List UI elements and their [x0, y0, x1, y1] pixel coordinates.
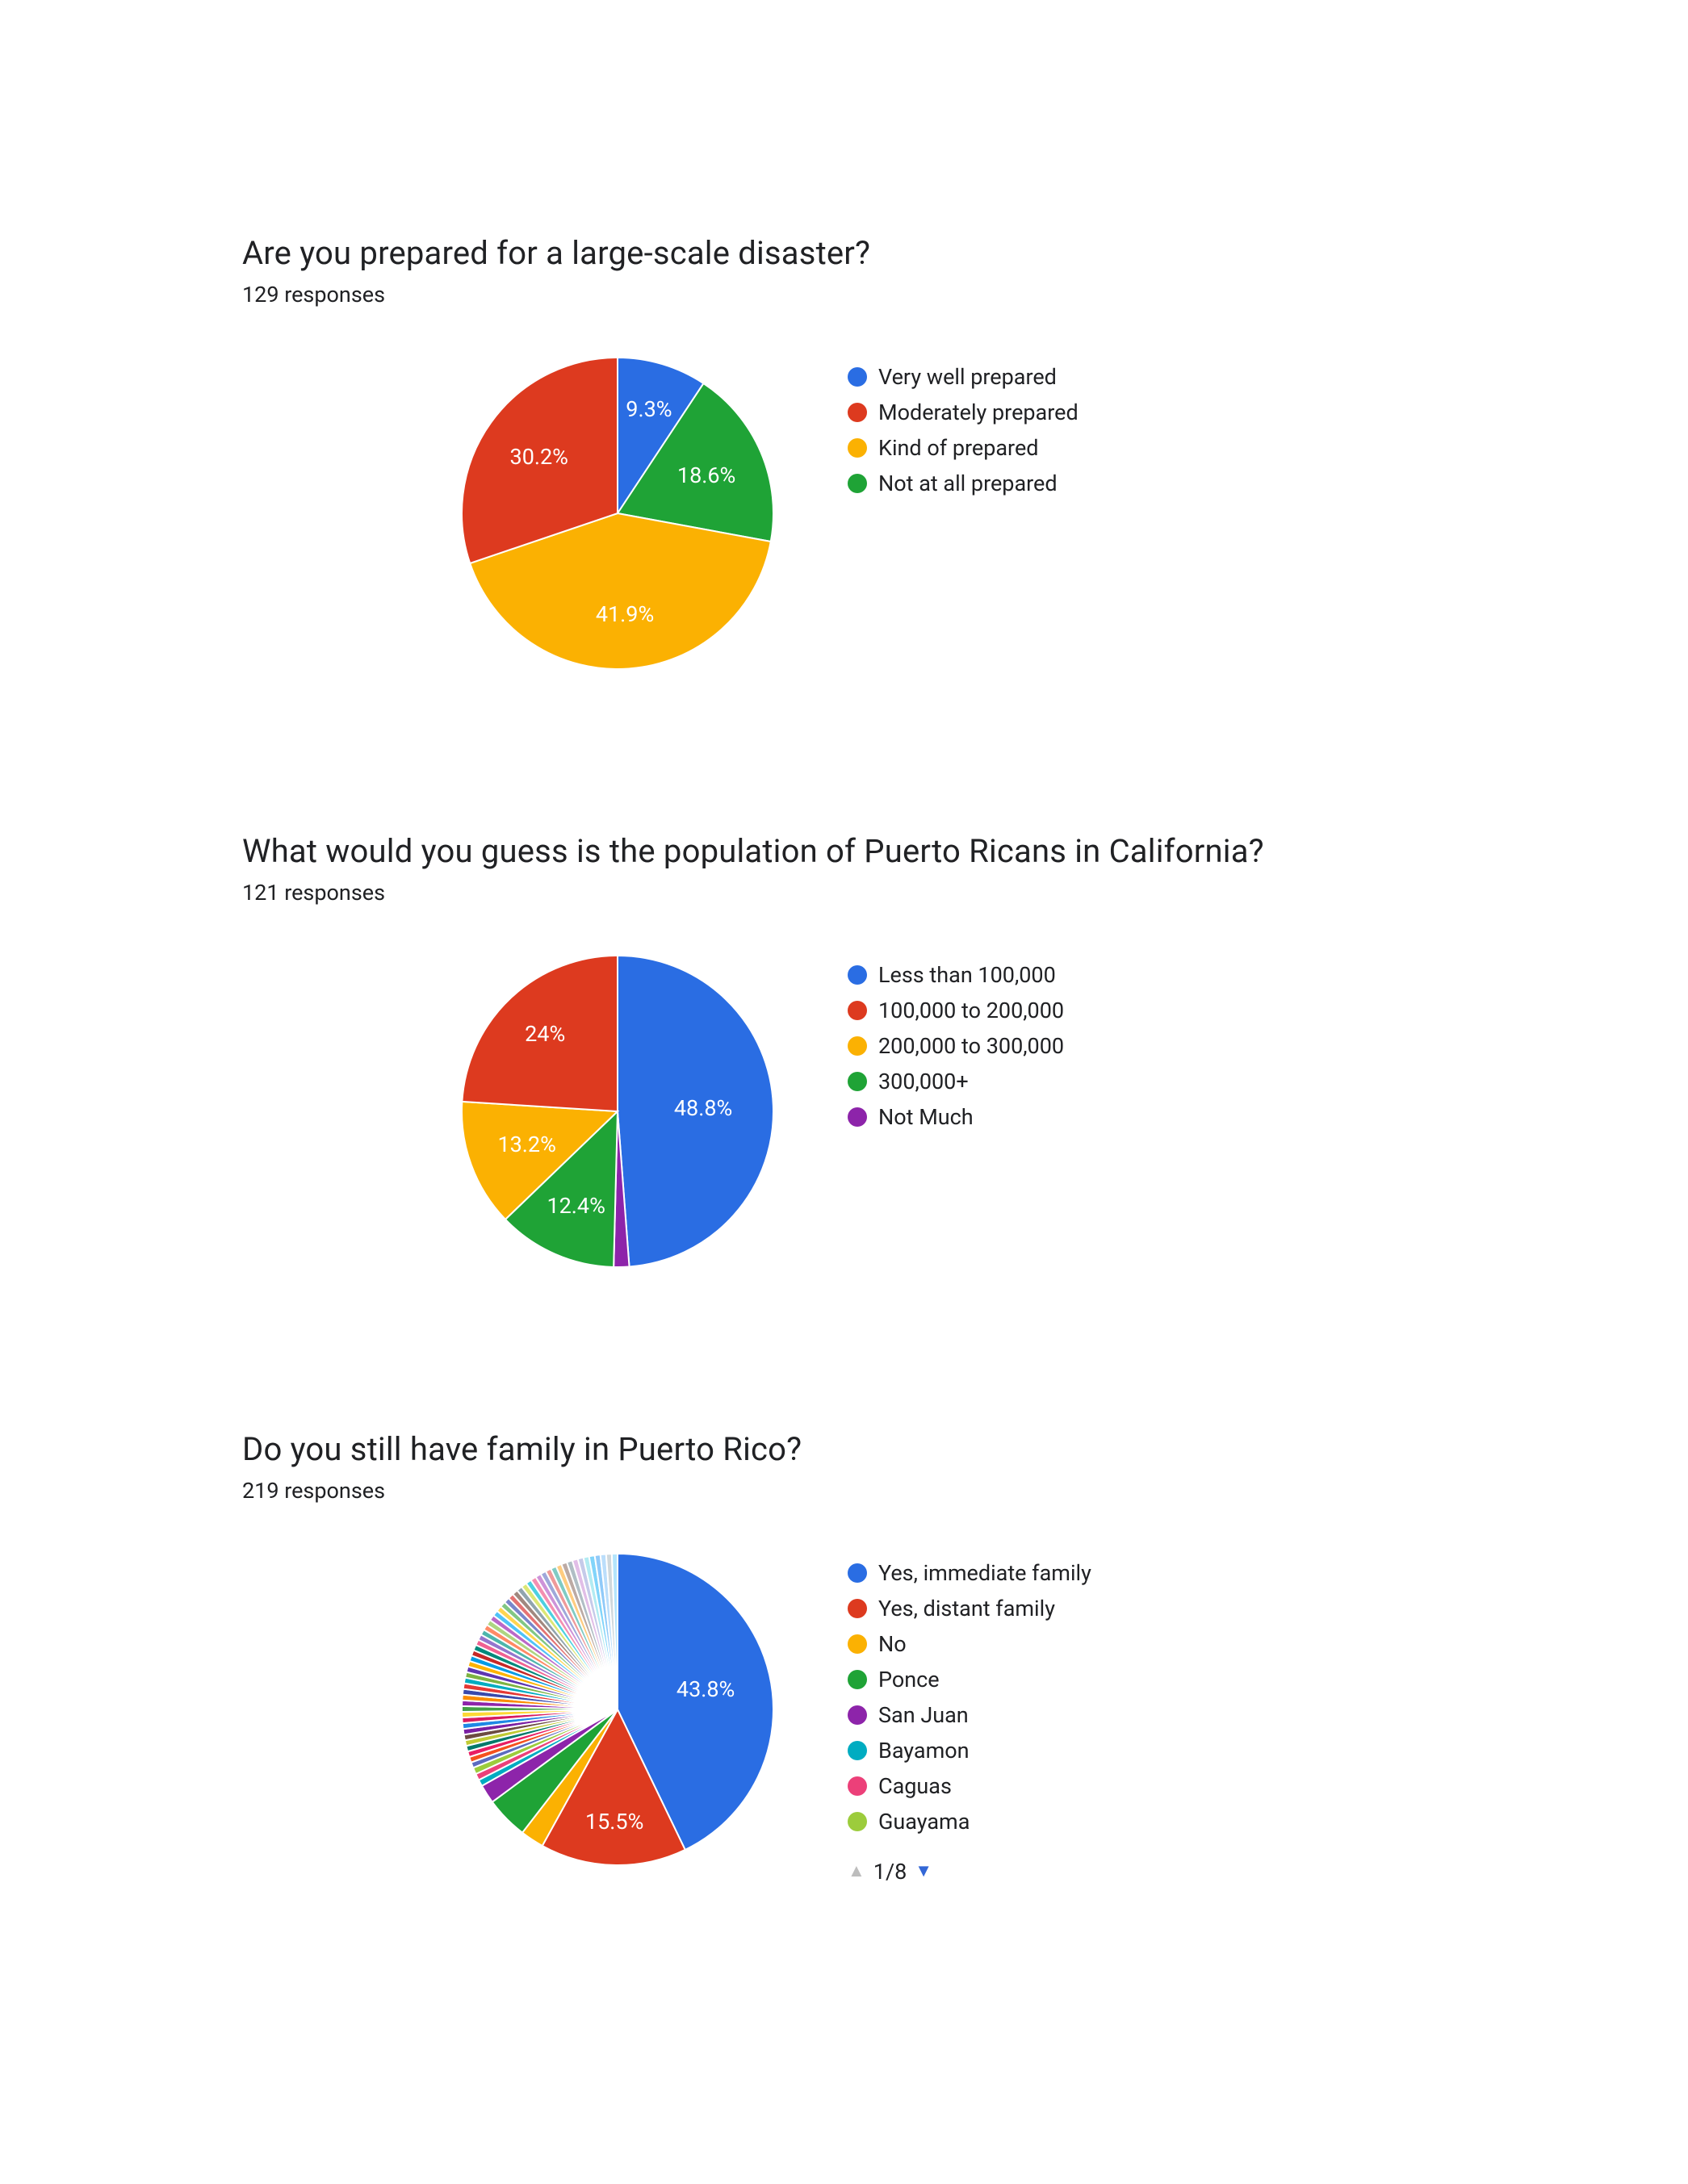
legend-item[interactable]: 200,000 to 300,000 — [848, 1033, 1064, 1059]
slice-label: 15.5% — [585, 1809, 643, 1835]
legend-swatch — [848, 1741, 867, 1760]
chart1-section: Are you prepared for a large-scale disas… — [242, 234, 1454, 671]
legend-item[interactable]: Yes, distant family — [848, 1596, 1091, 1621]
legend-swatch — [848, 1634, 867, 1654]
legend-label: Not Much — [878, 1104, 974, 1130]
legend-label: 200,000 to 300,000 — [878, 1033, 1064, 1059]
legend-item[interactable]: Caguas — [848, 1773, 1091, 1799]
legend-label: Yes, distant family — [878, 1596, 1055, 1621]
legend-swatch — [848, 367, 867, 387]
pie-chart: 9.3% 18.6% 41.9% 30.2% — [460, 356, 775, 671]
slice-label: 12.4% — [547, 1193, 605, 1219]
chart-legend: Yes, immediate family Yes, distant family… — [848, 1552, 1091, 1885]
slice-label: 41.9% — [596, 601, 654, 627]
slice-label: 30.2% — [510, 444, 568, 470]
legend-swatch — [848, 1107, 867, 1127]
slice-label: 24% — [525, 1021, 565, 1047]
chart-legend: Very well prepared Moderately prepared Kin… — [848, 356, 1079, 506]
legend-label: San Juan — [878, 1702, 969, 1728]
legend-swatch — [848, 1812, 867, 1831]
legend-item[interactable]: Bayamon — [848, 1738, 1091, 1764]
legend-item[interactable]: Kind of prepared — [848, 435, 1079, 461]
legend-swatch — [848, 1599, 867, 1618]
slice-label: 13.2% — [497, 1132, 555, 1157]
pager-text: 1/8 — [873, 1859, 907, 1885]
legend-label: Less than 100,000 — [878, 962, 1056, 988]
legend-swatch — [848, 965, 867, 985]
slice-label: 9.3% — [626, 396, 672, 422]
legend-item[interactable]: Very well prepared — [848, 364, 1079, 390]
chart3-section: Do you still have family in Puerto Rico?… — [242, 1430, 1454, 1885]
pie-chart: 43.8% 15.5% — [460, 1552, 775, 1867]
legend-label: Moderately prepared — [878, 400, 1079, 425]
legend-label: Ponce — [878, 1667, 940, 1692]
pie-chart: 48.8% 12.4% 13.2% 24% — [460, 954, 775, 1269]
legend-label: Yes, immediate family — [878, 1560, 1091, 1586]
chart-title: What would you guess is the population o… — [242, 832, 1454, 870]
legend-item[interactable]: 300,000+ — [848, 1069, 1064, 1094]
legend-item[interactable]: Guayama — [848, 1809, 1091, 1835]
legend-pager: ▲ 1/8 ▼ — [848, 1859, 1091, 1885]
legend-label: Very well prepared — [878, 364, 1057, 390]
legend-item[interactable]: Yes, immediate family — [848, 1560, 1091, 1586]
legend-swatch — [848, 1705, 867, 1725]
chart-responses: 129 responses — [242, 282, 1454, 308]
chart-title: Are you prepared for a large-scale disas… — [242, 234, 1454, 272]
legend-label: Bayamon — [878, 1738, 970, 1764]
legend-swatch — [848, 1776, 867, 1796]
legend-swatch — [848, 1563, 867, 1583]
legend-swatch — [848, 438, 867, 458]
legend-swatch — [848, 1072, 867, 1091]
legend-swatch — [848, 474, 867, 493]
legend-item[interactable]: No — [848, 1631, 1091, 1657]
legend-swatch — [848, 403, 867, 422]
chart-body: 9.3% 18.6% 41.9% 30.2% Very well prepared Mod… — [242, 356, 1454, 671]
slice-label: 43.8% — [676, 1676, 735, 1702]
legend-item[interactable]: Moderately prepared — [848, 400, 1079, 425]
legend-item[interactable]: Less than 100,000 — [848, 962, 1064, 988]
legend-swatch — [848, 1670, 867, 1689]
chart-legend: Less than 100,000 100,000 to 200,000 200,0… — [848, 954, 1064, 1140]
legend-item[interactable]: San Juan — [848, 1702, 1091, 1728]
slice-label: 48.8% — [674, 1095, 732, 1121]
chart-title: Do you still have family in Puerto Rico? — [242, 1430, 1454, 1468]
legend-label: Guayama — [878, 1809, 970, 1835]
legend-item[interactable]: 100,000 to 200,000 — [848, 998, 1064, 1023]
chart-responses: 121 responses — [242, 880, 1454, 906]
legend-label: 300,000+ — [878, 1069, 969, 1094]
legend-label: Caguas — [878, 1773, 952, 1799]
pager-next-icon[interactable]: ▼ — [915, 1863, 932, 1881]
legend-label: No — [878, 1631, 907, 1657]
legend-swatch — [848, 1036, 867, 1056]
chart2-section: What would you guess is the population o… — [242, 832, 1454, 1269]
legend-swatch — [848, 1001, 867, 1020]
legend-item[interactable]: Not Much — [848, 1104, 1064, 1130]
chart-body: 43.8% 15.5% Yes, immediate family Yes, dist… — [242, 1552, 1454, 1885]
legend-label: 100,000 to 200,000 — [878, 998, 1064, 1023]
slice-label: 18.6% — [677, 462, 735, 488]
legend-label: Kind of prepared — [878, 435, 1039, 461]
legend-item[interactable]: Not at all prepared — [848, 471, 1079, 496]
chart-body: 48.8% 12.4% 13.2% 24% Less than 100,000 100,0… — [242, 954, 1454, 1269]
pager-prev-icon[interactable]: ▲ — [848, 1863, 865, 1881]
legend-item[interactable]: Ponce — [848, 1667, 1091, 1692]
chart-responses: 219 responses — [242, 1478, 1454, 1504]
legend-label: Not at all prepared — [878, 471, 1058, 496]
